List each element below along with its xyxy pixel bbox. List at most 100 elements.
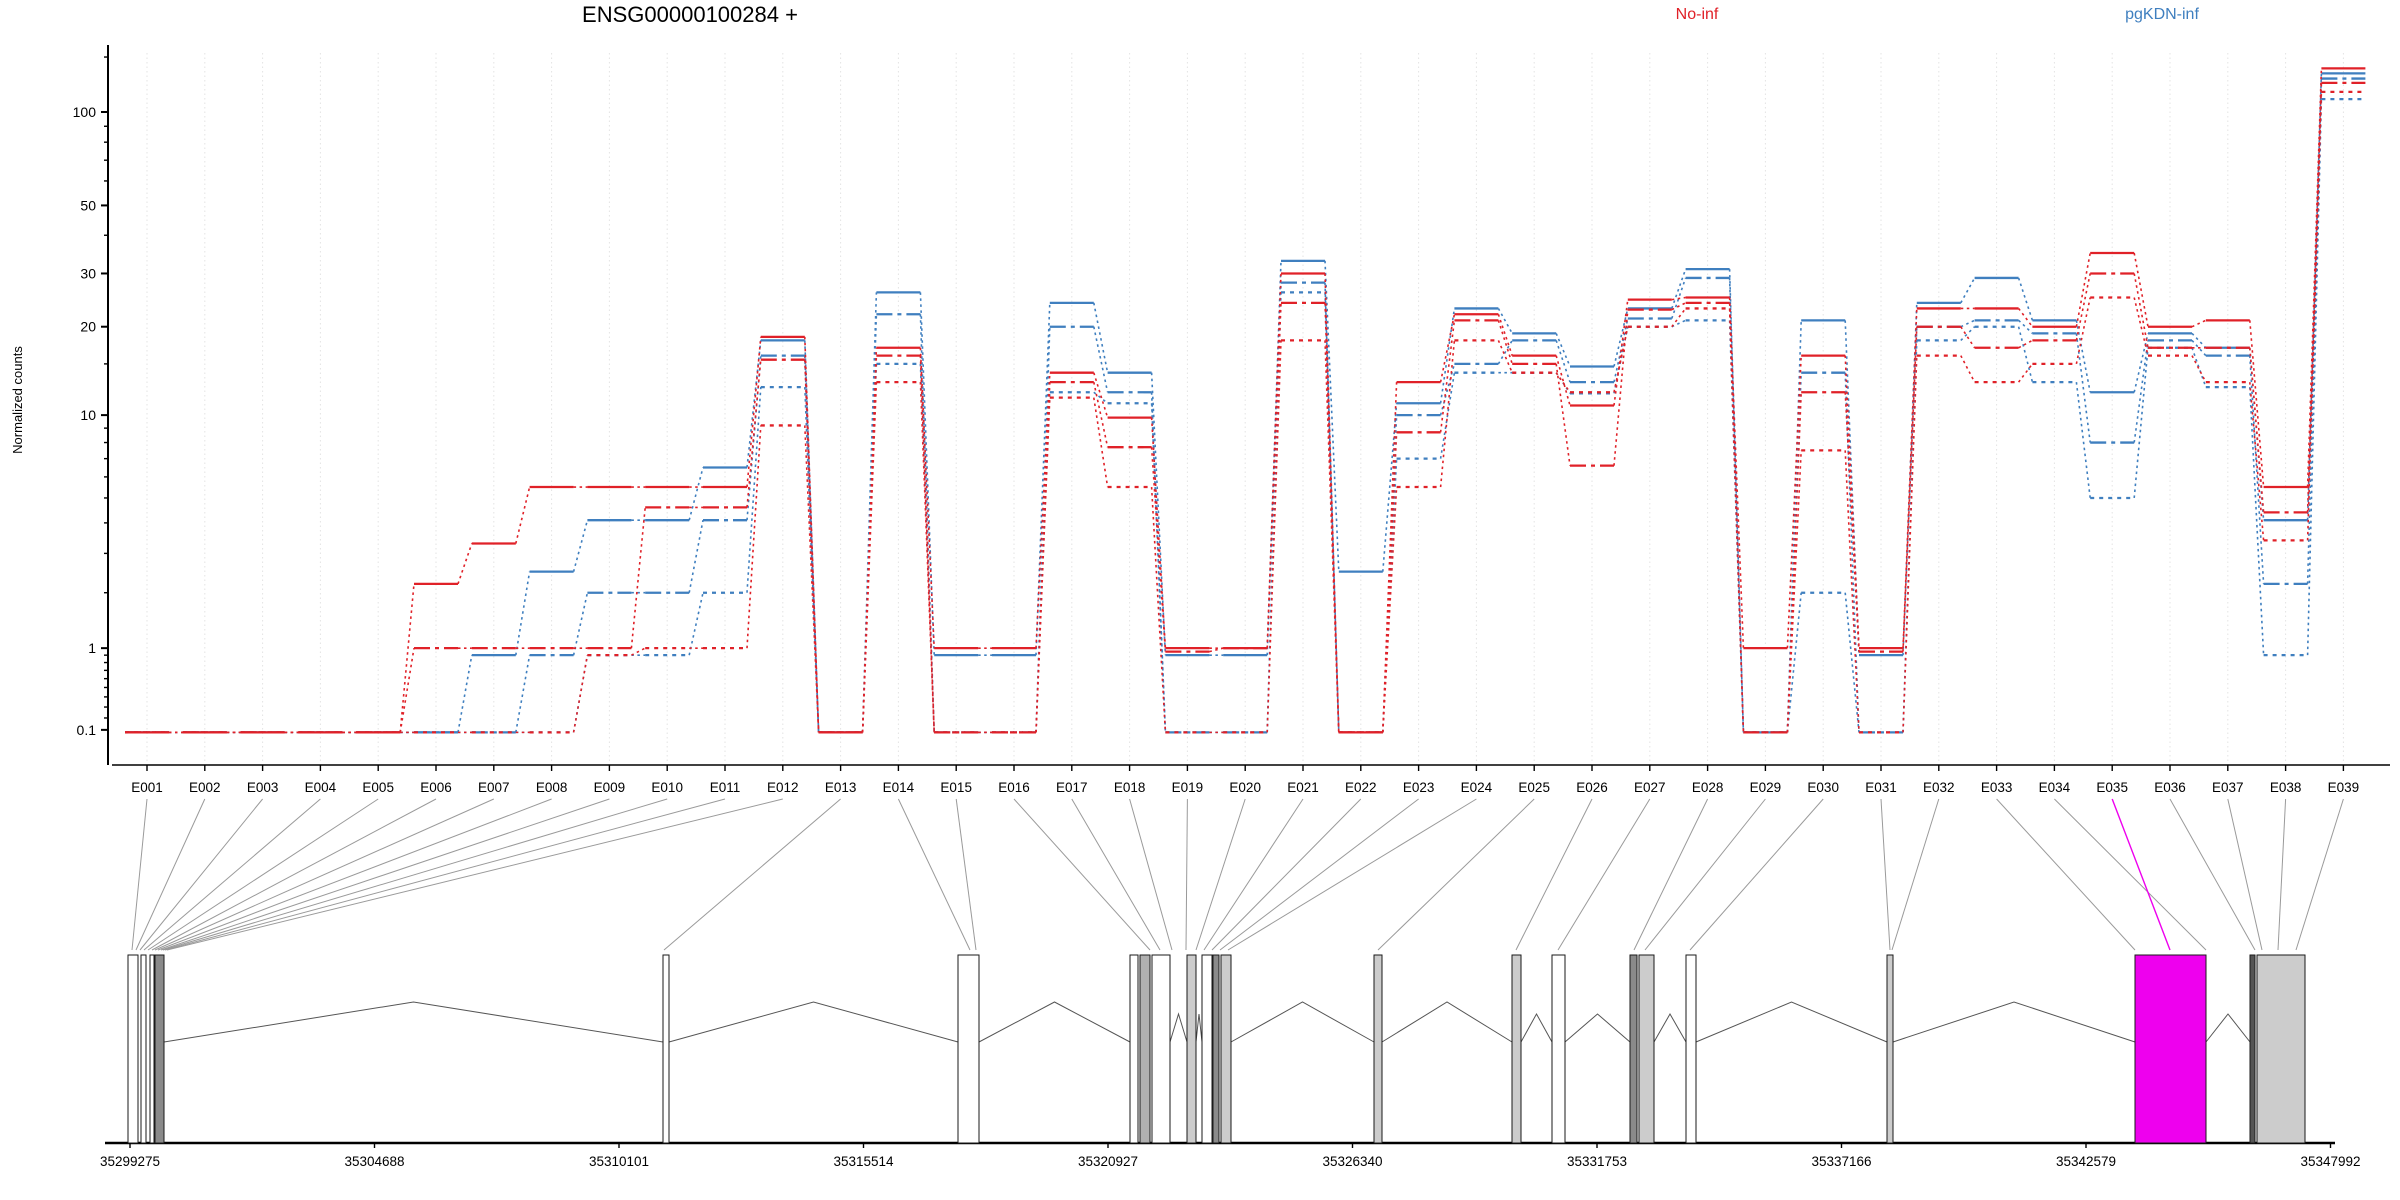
genomic-coordinate: 35310101 xyxy=(589,1154,649,1169)
legend-noinf: No-inf xyxy=(1676,6,1719,23)
y-tick-label: 50 xyxy=(80,197,96,213)
y-axis-title: Normalized counts xyxy=(10,346,25,454)
connector xyxy=(1013,798,1151,951)
exon-label: E005 xyxy=(362,780,394,795)
page-title: ENSG00000100284 + xyxy=(582,2,798,27)
connector xyxy=(1211,798,1362,951)
connector xyxy=(1996,798,2136,951)
exon-box xyxy=(1139,954,1151,1144)
intron-line xyxy=(1653,1012,1687,1043)
connector xyxy=(2054,798,2207,951)
exon-box xyxy=(662,954,670,1144)
intron-line xyxy=(1892,1001,2136,1043)
connector xyxy=(143,798,321,951)
exon-label: E009 xyxy=(594,780,626,795)
connector xyxy=(2169,798,2256,951)
exon-label: E039 xyxy=(2328,780,2360,795)
exon-box xyxy=(1220,954,1232,1144)
exon-label: E034 xyxy=(2039,780,2071,795)
exon-box xyxy=(2256,954,2306,1144)
connector xyxy=(2277,798,2287,951)
exon-label: E036 xyxy=(2154,780,2186,795)
exon-box xyxy=(1373,954,1383,1144)
y-tick-label: 30 xyxy=(80,265,96,281)
y-tick-label: 10 xyxy=(80,407,96,423)
exon-label: E016 xyxy=(998,780,1030,795)
connector xyxy=(955,798,977,951)
connector xyxy=(1203,798,1304,951)
intron-line xyxy=(1381,1001,1513,1043)
exon-label: E022 xyxy=(1345,780,1377,795)
exon-box xyxy=(127,954,139,1144)
intron-line xyxy=(2205,1013,2251,1043)
exon-label: E021 xyxy=(1287,780,1319,795)
connector xyxy=(1227,798,1477,951)
exon-label: E025 xyxy=(1518,780,1550,795)
label-to-exon-connectors xyxy=(131,798,2344,951)
legend-pgkdn: pgKDN-inf xyxy=(2125,6,2199,23)
exon-label: E028 xyxy=(1692,780,1724,795)
exon-label: E008 xyxy=(536,780,568,795)
genomic-coordinate: 35342579 xyxy=(2056,1154,2116,1169)
genomic-coordinate: 35299275 xyxy=(100,1154,160,1169)
intron-line xyxy=(1195,1013,1203,1043)
exon-box-highlighted xyxy=(2134,954,2207,1144)
exon-label: E026 xyxy=(1576,780,1608,795)
connector xyxy=(2295,798,2344,951)
intron-line xyxy=(1230,1001,1375,1043)
exon-box xyxy=(1638,954,1655,1144)
genomic-coordinate: 35331753 xyxy=(1567,1154,1627,1169)
connector xyxy=(147,798,379,951)
connector xyxy=(897,798,971,951)
exon-label: E033 xyxy=(1981,780,2013,795)
series-no-inf-rep3 xyxy=(125,90,2366,734)
y-tick-label: 1 xyxy=(88,640,96,656)
connector xyxy=(2227,798,2263,951)
plot-gridlines xyxy=(146,53,2344,762)
exon-label: E006 xyxy=(420,780,452,795)
exon-label: E017 xyxy=(1056,780,1088,795)
intron-line xyxy=(1169,1012,1188,1043)
genomic-coordinate: 35347992 xyxy=(2300,1154,2360,1169)
exon-box xyxy=(149,954,155,1144)
exon-box xyxy=(1511,954,1522,1144)
exon-label: E018 xyxy=(1114,780,1146,795)
y-tick-label: 0.1 xyxy=(77,722,97,738)
genomic-coordinate: 35315514 xyxy=(833,1154,894,1169)
connector xyxy=(1219,798,1419,951)
connector xyxy=(139,798,263,951)
exon-box xyxy=(1212,954,1220,1144)
exon-box xyxy=(2249,954,2256,1144)
connector xyxy=(151,798,437,951)
genomic-coordinate: 35337166 xyxy=(1811,1154,1871,1169)
exon-label: E038 xyxy=(2270,780,2302,795)
connector xyxy=(663,798,841,951)
exon-box xyxy=(140,954,147,1144)
exon-label: E001 xyxy=(131,780,163,795)
gene-model-track: 35299275 35304688 35310101 35315514 35320927… xyxy=(100,954,2361,1169)
connector xyxy=(1633,798,1709,951)
connector xyxy=(1515,798,1593,951)
intron-line xyxy=(1520,1012,1553,1043)
expression-series xyxy=(125,67,2366,734)
intron-line xyxy=(163,1001,664,1043)
connector xyxy=(1880,798,1891,951)
x-axis-exon-labels: E001 E002 E003 E004 E005 E006 E007 E008 E009 E010… xyxy=(112,764,2390,795)
intron-line xyxy=(978,1001,1131,1043)
exon-label: E013 xyxy=(825,780,857,795)
connector xyxy=(164,798,726,951)
exon-label: E023 xyxy=(1403,780,1435,795)
connector xyxy=(157,798,552,951)
exon-label: E019 xyxy=(1172,780,1204,795)
exon-label: E029 xyxy=(1750,780,1782,795)
exon-label: E002 xyxy=(189,780,221,795)
connector xyxy=(1377,798,1535,951)
exon-label: E031 xyxy=(1865,780,1897,795)
exon-label: E024 xyxy=(1461,780,1493,795)
genomic-coordinate: 35304688 xyxy=(344,1154,404,1169)
exon-label: E027 xyxy=(1634,780,1666,795)
connector xyxy=(1891,798,1940,951)
exon-box xyxy=(1186,954,1197,1144)
connector xyxy=(1644,798,1766,951)
